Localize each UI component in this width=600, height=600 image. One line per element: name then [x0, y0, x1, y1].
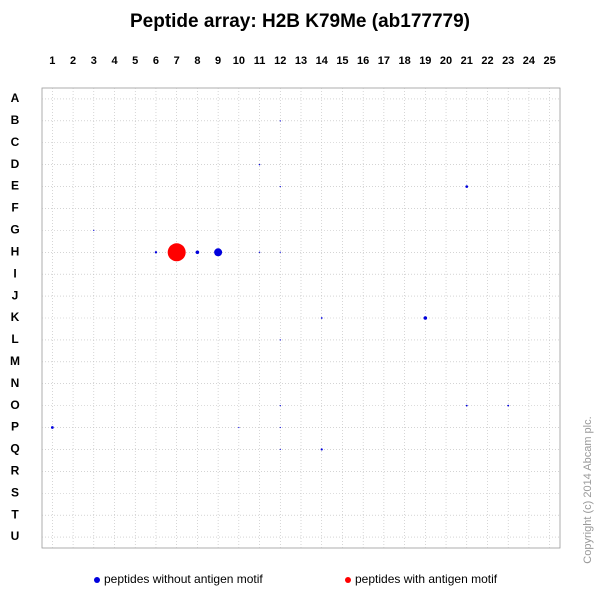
y-tick-label: G: [10, 223, 19, 237]
x-tick-label: 2: [70, 55, 76, 67]
point: [195, 250, 200, 255]
y-tick-label: H: [11, 244, 20, 258]
point: [258, 163, 261, 166]
point: [279, 120, 281, 122]
x-tick-label: 17: [378, 55, 390, 67]
x-tick-label: 1: [49, 55, 55, 67]
legend-label: peptides with antigen motif: [355, 572, 498, 586]
y-tick-label: T: [11, 507, 19, 521]
x-tick-label: 18: [398, 55, 410, 67]
y-tick-label: D: [11, 157, 20, 171]
point: [465, 185, 469, 188]
point: [320, 448, 323, 451]
point: [423, 316, 428, 320]
point: [258, 251, 261, 253]
point: [279, 405, 281, 407]
x-tick-label: 9: [215, 55, 221, 67]
point: [214, 248, 223, 257]
y-tick-label: L: [11, 332, 18, 346]
x-tick-label: 12: [274, 55, 286, 67]
point: [279, 185, 281, 188]
y-tick-label: K: [11, 310, 20, 324]
x-tick-label: 24: [523, 55, 536, 67]
y-tick-label: P: [11, 420, 19, 434]
x-tick-label: 8: [194, 55, 200, 67]
y-tick-label: N: [11, 376, 20, 390]
point: [238, 426, 240, 429]
x-tick-label: 22: [481, 55, 493, 67]
point: [50, 426, 54, 429]
y-tick-label: I: [13, 266, 16, 280]
point: [507, 404, 510, 407]
y-tick-label: R: [11, 464, 20, 478]
legend-marker: [345, 577, 351, 583]
point: [279, 448, 281, 451]
x-tick-label: 11: [254, 55, 266, 67]
x-tick-label: 14: [316, 55, 329, 67]
y-tick-label: Q: [10, 442, 19, 456]
x-tick-label: 21: [461, 55, 473, 67]
x-tick-label: 13: [295, 55, 307, 67]
y-tick-label: A: [11, 91, 20, 105]
y-tick-label: J: [12, 288, 19, 302]
point: [279, 426, 281, 429]
y-tick-label: S: [11, 485, 19, 499]
point: [279, 339, 281, 341]
y-tick-label: F: [11, 201, 18, 215]
point: [167, 243, 186, 262]
x-tick-label: 20: [440, 55, 452, 67]
x-tick-label: 10: [233, 55, 245, 67]
x-tick-label: 25: [544, 55, 556, 67]
legend-label: peptides without antigen motif: [104, 572, 263, 586]
y-tick-label: M: [10, 354, 20, 368]
y-tick-label: O: [10, 398, 19, 412]
point: [93, 229, 95, 231]
x-tick-label: 15: [336, 55, 348, 67]
point: [279, 251, 281, 253]
x-tick-label: 4: [111, 55, 118, 67]
x-tick-label: 6: [153, 55, 159, 67]
chart-title: Peptide array: H2B K79Me (ab177779): [130, 11, 470, 32]
x-tick-label: 7: [174, 55, 180, 67]
copyright: Copyright (c) 2014 Abcam plc.: [582, 416, 594, 563]
point: [465, 404, 468, 407]
x-tick-label: 5: [132, 55, 138, 67]
point: [320, 317, 323, 319]
y-tick-label: U: [11, 529, 20, 543]
y-tick-label: E: [11, 179, 19, 193]
point: [154, 251, 158, 254]
legend-marker: [94, 577, 100, 583]
x-tick-label: 23: [502, 55, 514, 67]
y-tick-label: B: [11, 113, 20, 127]
x-tick-label: 16: [357, 55, 369, 67]
x-tick-label: 3: [91, 55, 97, 67]
x-tick-label: 19: [419, 55, 431, 67]
y-tick-label: C: [11, 135, 20, 149]
